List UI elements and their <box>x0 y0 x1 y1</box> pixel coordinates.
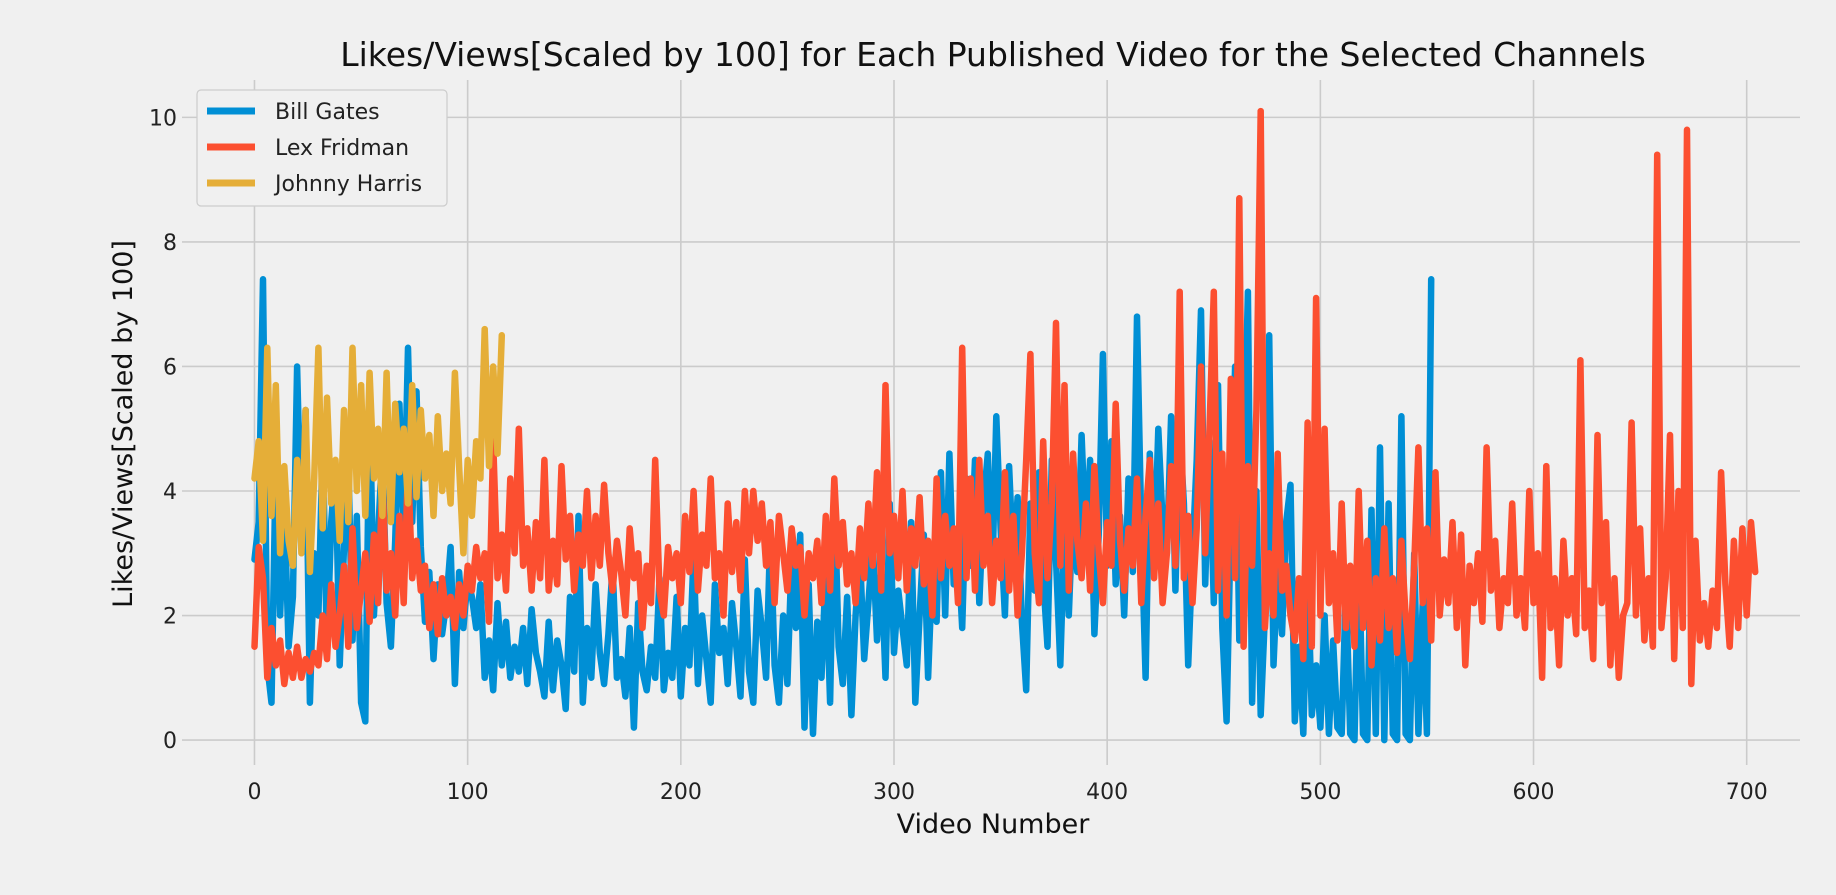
series-line <box>251 107 1759 688</box>
x-tick-label: 600 <box>1513 780 1555 805</box>
y-tick-label: 0 <box>163 729 177 754</box>
legend: Bill Gates Lex Fridman Johnny Harris <box>196 89 448 207</box>
y-tick-label: 8 <box>163 231 177 256</box>
y-tick-label: 2 <box>163 605 177 630</box>
legend-label: Lex Fridman <box>275 136 409 161</box>
x-tick-label: 200 <box>660 780 702 805</box>
x-tick-label: 400 <box>1086 780 1128 805</box>
x-tick-label: 0 <box>247 780 261 805</box>
legend-label: Bill Gates <box>275 100 380 125</box>
x-tick-label: 500 <box>1299 780 1341 805</box>
x-tick-label: 300 <box>873 780 915 805</box>
x-tick-label: 700 <box>1726 780 1768 805</box>
tick-labels: 0 100 200 300 400 500 600 700 0 2 4 6 8 10 <box>149 106 1768 805</box>
y-tick-label: 6 <box>163 355 177 380</box>
y-tick-label: 10 <box>149 106 177 131</box>
y-tick-label: 4 <box>163 480 177 505</box>
legend-box <box>196 89 448 207</box>
series-line <box>251 325 506 576</box>
y-axis-label: Likes/Views[Scaled by 100] <box>108 240 139 608</box>
legend-label: Johnny Harris <box>273 172 422 197</box>
chart-title: Likes/Views[Scaled by 100] for Each Publ… <box>340 35 1646 74</box>
x-axis-label: Video Number <box>897 809 1091 840</box>
series-layer <box>251 107 1759 744</box>
x-tick-label: 100 <box>447 780 489 805</box>
